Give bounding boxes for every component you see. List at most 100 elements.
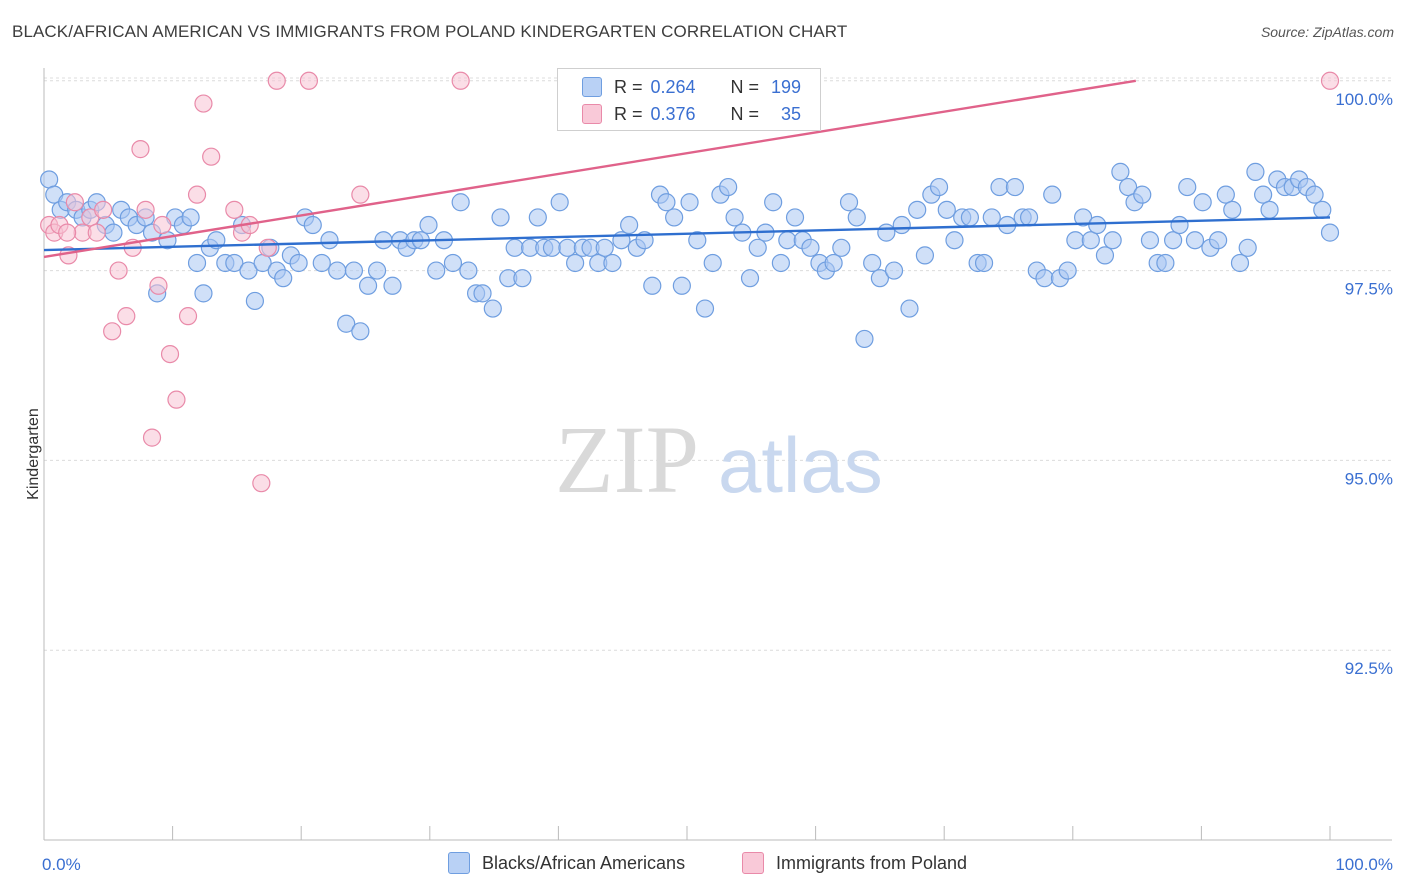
blue-point	[1164, 231, 1183, 250]
blue-point	[672, 276, 691, 295]
blue-point	[459, 261, 478, 280]
blue-point	[892, 215, 911, 235]
blue-point	[274, 269, 293, 288]
pink-point	[94, 200, 113, 219]
blue-point	[1305, 185, 1324, 204]
blue-point	[915, 246, 935, 265]
blue-point	[1043, 185, 1062, 204]
blue-point	[383, 276, 402, 295]
pink-point	[136, 200, 155, 219]
pink-point	[194, 94, 213, 113]
blue-point	[505, 238, 524, 257]
x-tick-label: 100.0%	[1335, 855, 1393, 874]
blue-point	[1230, 253, 1250, 273]
blue-point	[1156, 253, 1175, 273]
n-label: N =	[730, 76, 760, 97]
blue-point	[695, 299, 715, 318]
y-tick-label: 92.5%	[1345, 659, 1393, 678]
blue-point	[367, 261, 387, 280]
blue-point	[491, 208, 510, 227]
watermark-atlas: atlas	[718, 421, 883, 509]
pink-point	[117, 307, 136, 326]
blue-point	[344, 261, 364, 280]
pink-point	[267, 71, 286, 90]
legend-item-poland[interactable]: Immigrants from Poland	[742, 852, 967, 874]
source-credit: Source: ZipAtlas.com	[1260, 24, 1394, 40]
pink-point	[252, 474, 271, 493]
blue-point	[785, 208, 805, 227]
blue-point	[665, 208, 684, 227]
blue-point	[603, 253, 622, 273]
blue-point	[1103, 231, 1122, 250]
stats-legend: R = 0.264 N = 199 R = 0.376 N = 35	[557, 68, 821, 131]
blue-point	[1066, 231, 1085, 250]
blue-point	[748, 238, 767, 257]
blue-point	[473, 284, 492, 303]
pink-point	[1320, 71, 1340, 90]
blue-point	[974, 253, 994, 273]
blue-point	[1088, 215, 1107, 235]
blue-point	[558, 238, 577, 257]
r-value: 0.376	[650, 103, 696, 124]
blue-point	[289, 253, 308, 273]
blue-point	[1185, 231, 1205, 250]
blue-point	[1111, 162, 1130, 181]
r-label: R =	[614, 76, 643, 97]
pink-point	[258, 238, 277, 257]
chart-title: BLACK/AFRICAN AMERICAN VS IMMIGRANTS FRO…	[12, 22, 848, 41]
blue-point	[688, 231, 707, 250]
blue-point	[900, 299, 919, 318]
blue-point	[225, 253, 244, 273]
blue-point	[740, 269, 760, 288]
pink-point	[299, 71, 319, 90]
blue-point	[419, 215, 438, 235]
blue-point	[824, 253, 843, 273]
blue-point	[1178, 177, 1197, 197]
blue-point	[1246, 162, 1265, 181]
blue-point	[764, 193, 783, 212]
pink-point	[58, 223, 77, 242]
blue-point	[1193, 193, 1212, 212]
r-value: 0.264	[650, 76, 696, 97]
pink-point	[103, 322, 122, 341]
blue-point	[1133, 185, 1152, 204]
blue-point	[187, 253, 207, 273]
y-tick-label: 100.0%	[1335, 90, 1393, 109]
blue-point	[1320, 223, 1340, 242]
blue-point	[863, 253, 882, 273]
blue-point	[703, 253, 722, 273]
blue-point	[245, 291, 265, 311]
blue-swatch	[448, 852, 470, 874]
stats-row-blacks: R = 0.264 N = 199	[582, 75, 801, 99]
blue-point	[1081, 231, 1100, 250]
watermark: ZIP atlas	[555, 406, 883, 513]
blue-point	[870, 269, 890, 288]
pink-point	[167, 390, 186, 409]
pink-point	[142, 428, 162, 447]
pink-point	[351, 185, 370, 204]
blue-point	[1260, 200, 1279, 219]
blue-point	[719, 177, 738, 197]
y-tick-label: 97.5%	[1345, 280, 1393, 299]
blue-point	[1313, 200, 1332, 219]
blue-point	[443, 253, 463, 273]
pink-swatch	[582, 104, 602, 124]
pink-point	[109, 261, 128, 280]
blue-swatch	[582, 77, 602, 97]
blue-point	[542, 238, 562, 257]
blue-point	[960, 208, 980, 227]
blue-point	[982, 208, 1001, 227]
n-value: 35	[781, 103, 802, 124]
blue-point	[1170, 215, 1189, 235]
blue-point	[832, 238, 851, 257]
blue-point	[1223, 200, 1242, 219]
blue-point	[725, 208, 744, 227]
blue-point	[483, 299, 502, 318]
blue-point	[1238, 238, 1257, 257]
blue-point	[937, 200, 956, 219]
blue-point	[513, 269, 532, 288]
legend-item-blacks[interactable]: Blacks/African Americans	[448, 852, 685, 874]
pink-point	[160, 344, 180, 364]
blue-point	[595, 238, 614, 257]
